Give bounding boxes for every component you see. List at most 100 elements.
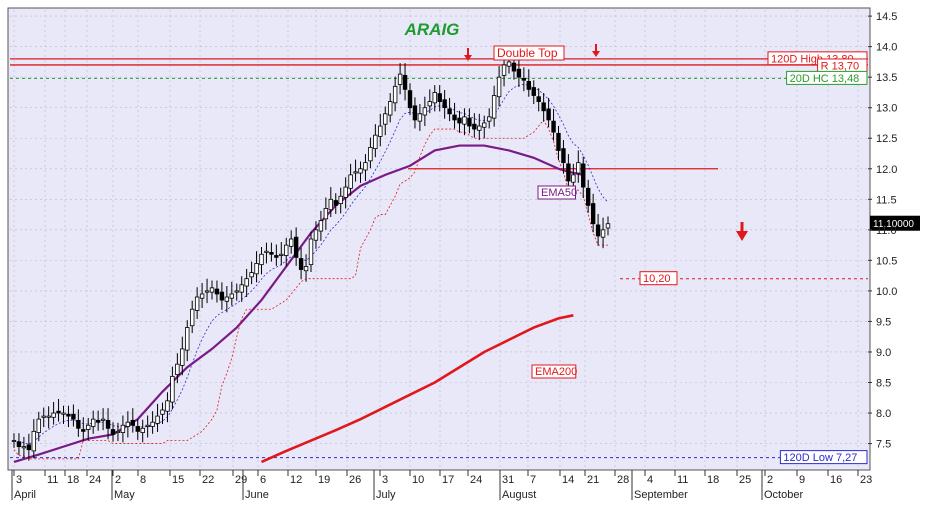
- candle-body: [150, 421, 155, 427]
- candle-body: [56, 410, 61, 414]
- candle-body: [571, 174, 576, 183]
- candle-body: [76, 419, 81, 429]
- y-tick-label: 8.0: [876, 408, 891, 420]
- x-tick-label: 28: [617, 474, 629, 486]
- candle-body: [536, 96, 541, 103]
- candle-body: [551, 120, 556, 133]
- candle-body: [328, 198, 333, 211]
- x-tick-label: 4: [647, 474, 653, 486]
- candle-body: [214, 288, 220, 295]
- candle-body: [298, 258, 304, 270]
- candle-body: [100, 418, 106, 421]
- level-label: 10,20: [643, 273, 671, 285]
- candle-body: [422, 107, 428, 116]
- candle-body: [318, 220, 324, 232]
- candle-body: [51, 412, 56, 418]
- candle-body: [66, 413, 71, 417]
- y-tick-label: 9.0: [876, 347, 891, 359]
- candle-body: [95, 419, 101, 423]
- x-tick-label: 2: [767, 474, 773, 486]
- candle-body: [199, 293, 205, 299]
- candle-body: [36, 418, 41, 433]
- candle-body: [120, 424, 126, 433]
- candle-body: [586, 187, 591, 206]
- month-label: August: [502, 489, 536, 501]
- x-tick-label: 9: [799, 474, 805, 486]
- candle-body: [412, 105, 418, 121]
- last-price-box: [870, 215, 920, 231]
- candle-body: [115, 430, 121, 433]
- candle-body: [338, 195, 343, 204]
- x-tick-label: 2: [115, 474, 121, 486]
- candle-body: [145, 424, 150, 427]
- grid: [10, 10, 868, 468]
- candles: [11, 52, 611, 461]
- y-tick-label: 11.0: [876, 225, 897, 237]
- candle-body: [368, 146, 373, 162]
- month-label: July: [376, 489, 396, 501]
- candle-body: [506, 61, 512, 67]
- candle-body: [46, 415, 51, 418]
- month-label: October: [764, 489, 803, 501]
- ema200-label: EMA200: [535, 366, 577, 378]
- candle-body: [209, 287, 215, 293]
- x-tick-label: 22: [202, 474, 214, 486]
- x-tick-label: 24: [89, 474, 101, 486]
- y-tick-label: 8.5: [876, 378, 891, 390]
- candle-body: [194, 296, 200, 311]
- candle-body: [516, 68, 522, 78]
- candle-body: [288, 238, 294, 247]
- candle-body: [269, 252, 274, 255]
- x-tick-label: 18: [67, 474, 79, 486]
- candle-body: [185, 327, 190, 351]
- level-label: 120D Low 7,27: [783, 452, 857, 464]
- candle-body: [219, 291, 225, 301]
- ema50-label: EMA50: [541, 187, 577, 199]
- candle-body: [378, 125, 383, 137]
- candle-body: [402, 74, 408, 90]
- candle-body: [91, 418, 96, 427]
- candle-body: [556, 132, 561, 151]
- candle-body: [11, 440, 17, 442]
- candle-body: [130, 419, 135, 426]
- x-tick-label: 3: [382, 474, 388, 486]
- candle-body: [501, 64, 507, 76]
- candle-body: [581, 163, 586, 188]
- candle-body: [358, 168, 363, 174]
- level-label-box: [786, 70, 868, 85]
- candle-body: [590, 203, 596, 225]
- y-tick-label: 13.5: [876, 72, 897, 84]
- x-tick-label: 26: [349, 474, 361, 486]
- candle-body: [477, 125, 482, 131]
- candle-body: [600, 229, 606, 238]
- candle-body: [41, 415, 46, 418]
- candle-body: [605, 223, 611, 229]
- candle-body: [576, 162, 581, 174]
- plot-area: [7, 7, 871, 471]
- candle-body: [323, 208, 329, 220]
- candle-body: [224, 296, 230, 302]
- y-tick-label: 10.5: [876, 255, 897, 267]
- candle-body: [165, 400, 170, 412]
- candle-body: [61, 412, 66, 415]
- x-tick-label: 7: [530, 474, 536, 486]
- ema-line: [260, 314, 574, 464]
- y-tick-label: 12.5: [876, 133, 897, 145]
- candle-body: [204, 290, 210, 293]
- candle-body: [561, 148, 566, 164]
- candle-body: [452, 114, 457, 121]
- candle-body: [526, 81, 531, 90]
- candle-body: [31, 430, 36, 452]
- x-axis: 3 11 18 24 2 8 15 22 29 6 12 19 26 3 10 17 24 31 7 14 21 28 4 1…: [8, 469, 872, 501]
- y-tick-label: 14.0: [876, 42, 897, 54]
- y-tick-label: 12.0: [876, 164, 897, 176]
- candle-body: [348, 174, 353, 189]
- x-tick-label: 17: [442, 474, 454, 486]
- x-tick-label: 23: [860, 474, 872, 486]
- candle-body: [462, 116, 467, 125]
- candle-body: [343, 186, 348, 198]
- candle-body: [442, 99, 447, 109]
- x-tick-label: 25: [739, 474, 751, 486]
